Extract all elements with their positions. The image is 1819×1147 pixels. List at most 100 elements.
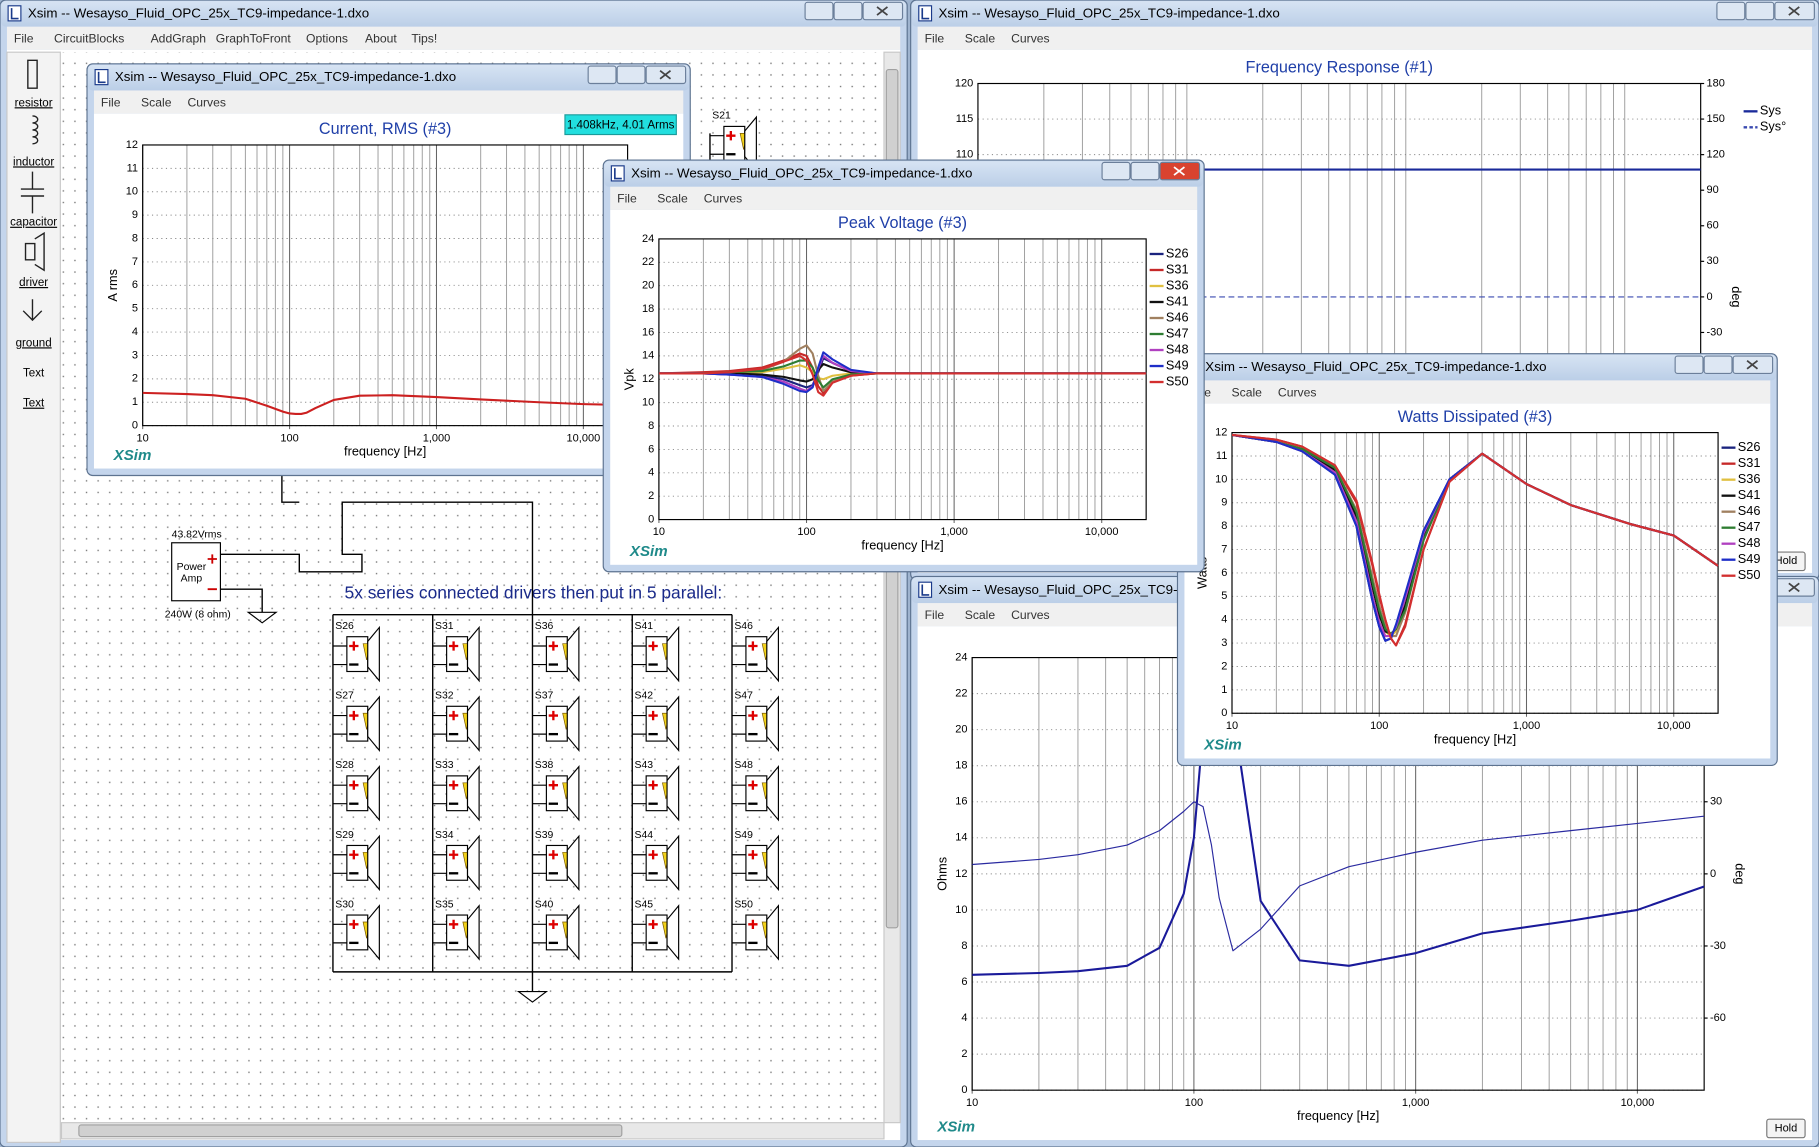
driver-body[interactable] [346,705,369,742]
menu-item[interactable]: Tips! [411,32,437,46]
tool-label[interactable]: resistor [15,97,53,109]
tool-label[interactable]: Text [23,398,45,410]
driver-leads [632,645,647,666]
tool-icon[interactable] [32,115,39,145]
y-tick-label: 120 [955,77,973,89]
driver-body[interactable] [446,636,469,673]
driver-label: S49 [734,830,753,841]
menu-item[interactable]: Scale [965,608,996,622]
menu-item[interactable]: Scale [965,32,996,46]
driver-body[interactable] [645,775,668,812]
close-glyph [1788,582,1800,593]
tool-label[interactable]: Text [23,368,45,380]
driver-polarity [648,919,658,929]
menu-item[interactable]: Scale [141,95,172,109]
menu-item[interactable]: GraphToFront [216,32,292,46]
menu-item[interactable]: Curves [704,192,743,206]
menu-item[interactable]: Curves [1278,385,1317,399]
menu-item[interactable]: Curves [1011,608,1050,622]
menu-item[interactable]: Options [306,32,348,46]
driver-body[interactable] [446,844,469,881]
minimize-button[interactable] [804,1,834,21]
maximize-button[interactable] [1745,1,1775,21]
driver-body[interactable] [545,636,568,673]
menu-item[interactable]: CircuitBlocks [54,32,124,46]
menu-bar [1184,380,1771,404]
driver-body[interactable] [545,775,568,812]
driver-body[interactable] [645,844,668,881]
driver-body[interactable] [446,705,469,742]
driver-label: S48 [734,760,753,771]
x-tick-label: 1,000 [940,526,968,538]
menu-item[interactable]: File [925,32,945,46]
driver-cone [666,695,680,752]
series-line [972,657,1705,976]
y2-tick-label: -30 [1710,940,1726,952]
driver-body[interactable] [545,914,568,951]
driver-body[interactable] [346,636,369,673]
driver-label: S27 [335,691,354,702]
y-tick-label: 22 [955,688,967,700]
driver-body[interactable] [545,705,568,742]
menu-item[interactable]: File [14,32,34,46]
driver-body[interactable] [645,636,668,673]
menu-item[interactable]: File [101,95,121,109]
hold-button[interactable] [1766,1118,1806,1139]
driver-cone [367,764,380,822]
driver-polarity [548,710,558,721]
driver-body[interactable] [745,844,768,881]
menu-item[interactable]: Scale [1232,385,1263,399]
driver-body[interactable] [745,636,768,673]
minimize-button[interactable] [587,65,617,85]
driver-body[interactable] [446,775,469,812]
driver-label: S45 [635,899,654,910]
legend-label: S50 [1738,567,1761,582]
hold-button-label[interactable]: Hold [1775,555,1798,567]
tool-label[interactable]: driver [19,277,48,289]
hold-button-label[interactable]: Hold [1775,1122,1798,1134]
driver-body[interactable] [745,705,768,742]
menu-item[interactable]: About [365,32,397,46]
maximize-button[interactable] [1130,161,1160,181]
x-axis-label: frequency [Hz] [344,444,426,459]
legend-label: S50 [1166,373,1189,388]
minimize-button[interactable] [1716,1,1746,21]
menu-item[interactable]: Scale [657,192,688,206]
menu-item[interactable]: AddGraph [151,32,206,46]
maximize-button[interactable] [1703,355,1733,375]
y-tick-label: 5 [1221,590,1227,602]
driver-body[interactable] [545,844,568,881]
y2-tick-label: 0 [1710,868,1716,880]
driver-body[interactable] [645,705,668,742]
menu-item[interactable]: Curves [187,95,226,109]
driver-body[interactable] [346,914,369,951]
driver-body[interactable] [346,844,369,881]
maximize-button[interactable] [616,65,646,85]
window-icon-glyph [921,584,930,596]
driver-body[interactable] [745,775,768,812]
minimize-button[interactable] [1674,355,1704,375]
h-scroll-thumb[interactable] [78,1124,623,1138]
tool-label[interactable]: inductor [13,156,54,168]
driver-body[interactable] [745,914,768,951]
tool-label[interactable]: capacitor [10,217,57,229]
menu-item[interactable]: Curves [1011,32,1050,46]
y-tick-label: 8 [961,940,967,952]
minimize-button[interactable] [1101,161,1131,181]
tool-icon[interactable] [24,231,45,272]
menu-item[interactable]: File [617,192,637,206]
tool-icon[interactable] [27,59,38,89]
driver-body[interactable] [346,775,369,812]
tool-icon[interactable] [20,171,45,214]
driver-body[interactable] [645,914,668,951]
tool-icon[interactable] [22,299,43,322]
driver-label: S29 [335,830,354,841]
y-tick-label: 1 [1221,684,1227,696]
driver-label: S37 [535,691,554,702]
y-tick-label: 18 [642,303,654,315]
maximize-button[interactable] [833,1,863,21]
tool-label[interactable]: ground [16,337,52,349]
driver-body[interactable] [723,125,746,162]
driver-body[interactable] [446,914,469,951]
menu-item[interactable]: File [925,608,945,622]
